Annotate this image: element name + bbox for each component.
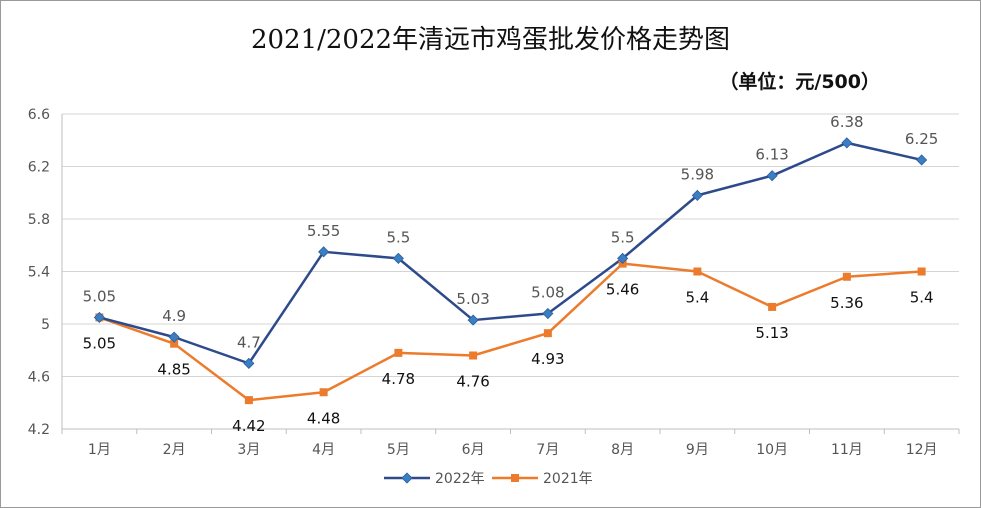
data-label: 5.55 [307, 222, 340, 240]
y-tick-label: 5 [41, 317, 50, 333]
data-label: 4.85 [157, 361, 190, 379]
data-point-2022 [617, 252, 629, 264]
data-label: 5.05 [83, 334, 116, 352]
data-label: 5.4 [910, 289, 934, 307]
x-tick-label: 1月 [88, 442, 111, 458]
data-label: 4.7 [237, 333, 261, 351]
x-tick-label: 8月 [611, 442, 634, 458]
data-label: 4.78 [382, 370, 415, 388]
data-point-2022 [93, 311, 105, 324]
data-point-2021 [394, 348, 403, 357]
x-tick-label: 10月 [756, 442, 788, 458]
x-tick-label: 5月 [387, 442, 410, 458]
data-point-2022 [691, 189, 703, 201]
data-point-2022 [168, 331, 180, 343]
y-tick-label: 6.2 [28, 160, 50, 176]
data-point-2021 [244, 396, 253, 405]
data-point-2021 [693, 267, 702, 276]
legend-label-2022: 2022年 [435, 471, 485, 487]
series-line-2021年 [98, 262, 922, 402]
data-point-2021 [170, 339, 179, 348]
x-tick-label: 4月 [312, 442, 335, 458]
chart-title: 2021/2022年清远市鸡蛋批发价格走势图 [250, 25, 731, 55]
data-point-2022 [392, 252, 404, 264]
data-label: 5.98 [681, 165, 714, 183]
unit-label: （单位：元/500） [719, 71, 880, 93]
data-point-2021 [768, 302, 777, 311]
data-label: 6.25 [905, 130, 938, 148]
data-label: 6.13 [755, 146, 788, 164]
data-point-2021 [469, 351, 478, 360]
data-point-2022 [766, 170, 778, 182]
legend-marker-2021 [511, 474, 519, 482]
data-label: 5.03 [456, 290, 489, 308]
data-point-2021 [319, 388, 328, 397]
y-tick-label: 5.8 [28, 212, 50, 228]
x-tick-label: 11月 [831, 442, 863, 458]
y-tick-label: 4.6 [28, 370, 50, 386]
data-point-2021 [917, 267, 926, 276]
legend-label-2021: 2021年 [543, 471, 593, 487]
data-label: 5.5 [386, 228, 410, 246]
data-label: 5.36 [830, 294, 863, 312]
y-tick-label: 5.4 [28, 265, 50, 281]
data-point-2022 [916, 154, 928, 166]
data-label: 6.38 [830, 113, 863, 131]
data-point-2022 [542, 307, 554, 320]
x-tick-label: 9月 [686, 442, 709, 458]
y-tick-label: 6.6 [28, 107, 50, 123]
data-point-2022 [243, 357, 255, 369]
data-label: 4.93 [531, 350, 564, 368]
data-label: 5.08 [531, 284, 564, 302]
data-label: 5.4 [685, 289, 709, 307]
data-point-2022 [841, 137, 853, 149]
data-label: 5.13 [755, 324, 788, 342]
series-line-2022年 [99, 141, 922, 365]
data-point-2022 [467, 314, 479, 326]
data-label: 4.42 [232, 417, 265, 435]
legend-marker-2022 [401, 472, 413, 484]
data-label: 5.05 [83, 287, 116, 305]
data-label: 4.9 [162, 307, 186, 325]
data-point-2022 [318, 246, 330, 258]
data-label: 4.76 [456, 373, 489, 391]
data-label: 4.48 [307, 409, 340, 427]
x-tick-label: 6月 [462, 442, 485, 458]
data-point-2021 [842, 272, 851, 281]
data-point-2021 [543, 329, 552, 338]
x-tick-label: 2月 [163, 442, 186, 458]
x-tick-label: 7月 [536, 442, 559, 458]
y-tick-label: 4.2 [28, 422, 50, 438]
data-label: 5.46 [606, 281, 639, 299]
x-tick-label: 3月 [237, 442, 260, 458]
x-tick-label: 12月 [906, 442, 938, 458]
data-label: 5.5 [611, 228, 635, 246]
